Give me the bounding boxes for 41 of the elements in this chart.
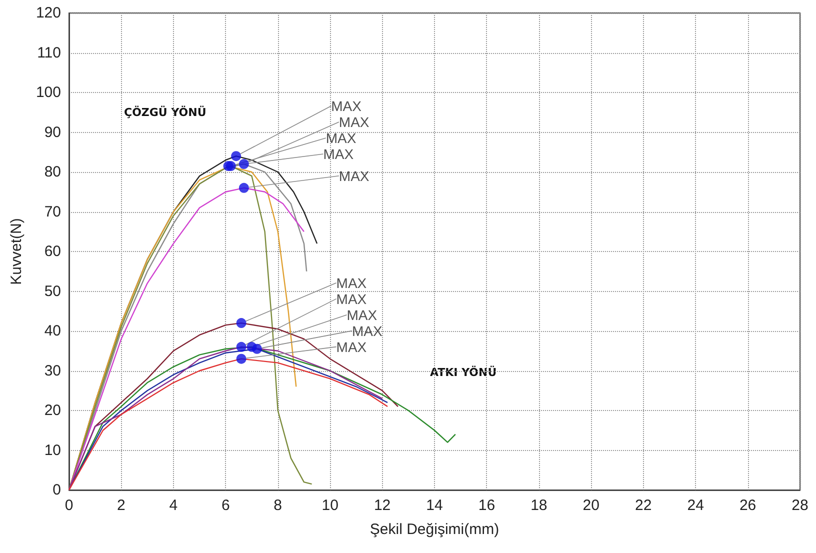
x-tick-label: 12 [374,497,391,514]
x-tick-label: 14 [426,497,443,514]
x-tick-label: 2 [117,497,126,514]
y-tick-label: 20 [44,402,61,419]
x-tick-label: 10 [322,497,338,514]
y-tick-label: 60 [44,243,61,260]
x-tick-label: 26 [739,497,756,514]
data-label: MAX [338,114,370,130]
x-tick-label: 4 [169,497,178,514]
y-tick-label: 120 [36,4,61,22]
x-tick-label: 6 [221,497,230,514]
y-tick-label: 100 [36,84,61,101]
data-label: MAX [352,322,383,339]
data-label: MAX [336,290,368,307]
x-tick-label: 24 [687,497,704,514]
x-tick-label: 20 [582,497,600,514]
y-tick-label: 70 [44,203,61,220]
y-axis-title: Kuvvet(N) [8,218,25,285]
data-label: MAX [331,98,362,114]
y-tick-label: 50 [44,282,61,300]
data-label: MAX [338,168,370,184]
x-tick-label: 18 [530,497,548,514]
annotation: ÇÖZGÜ YÖNÜ [124,105,206,119]
y-tick-label: 0 [52,482,61,498]
y-tick-label: 110 [37,44,61,62]
data-label: MAX [326,130,357,146]
data-label: MAX [346,306,378,323]
y-tick-label: 80 [44,164,61,180]
x-tick-label: 22 [635,497,652,514]
x-tick-label: 0 [64,497,74,514]
data-label: MAX [336,274,368,291]
y-tick-label: 40 [44,322,61,340]
x-tick-label: 8 [274,497,282,514]
x-tick-label: 28 [792,497,808,514]
y-tick-label: 30 [44,362,61,380]
data-label: MAX [323,146,354,162]
x-axis-title: Şekil Değişimi(mm) [370,521,500,538]
x-tick-label: 16 [478,497,496,514]
y-tick-label: 10 [44,442,61,459]
y-tick-label: 90 [44,124,61,141]
data-label: MAX [336,338,368,355]
